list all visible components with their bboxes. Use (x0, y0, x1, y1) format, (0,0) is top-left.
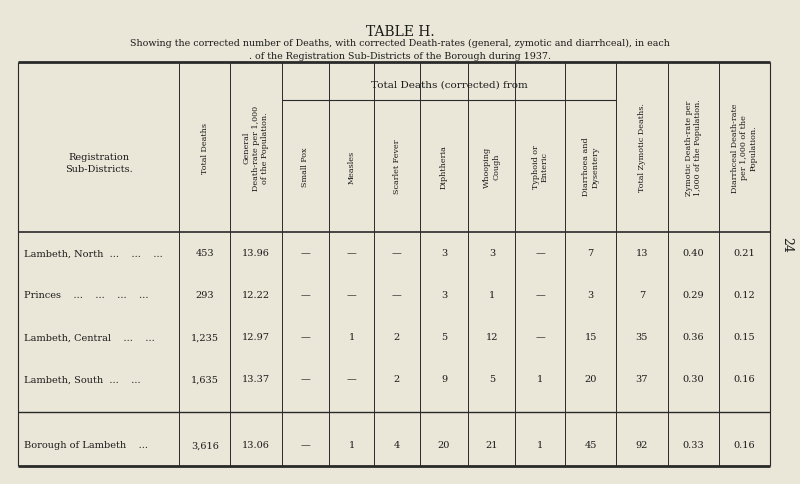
Text: 0.30: 0.30 (682, 375, 704, 384)
Text: 2: 2 (394, 375, 400, 384)
Text: 4: 4 (394, 440, 400, 450)
Text: 0.16: 0.16 (734, 440, 755, 450)
Text: 21: 21 (486, 440, 498, 450)
Text: . of the Registration Sub-Districts of the Borough during 1937.: . of the Registration Sub-Districts of t… (249, 52, 551, 61)
Text: 1: 1 (348, 333, 354, 342)
Text: 7: 7 (587, 249, 594, 258)
Text: 3: 3 (489, 249, 495, 258)
Text: —: — (300, 375, 310, 384)
Text: 0.33: 0.33 (682, 440, 704, 450)
Text: Borough of Lambeth    ...: Borough of Lambeth ... (24, 440, 148, 450)
Text: Registration: Registration (68, 153, 129, 162)
Text: 0.21: 0.21 (734, 249, 755, 258)
Text: Sub-Districts.: Sub-Districts. (65, 165, 133, 174)
Text: 13.96: 13.96 (242, 249, 270, 258)
Text: 1: 1 (489, 291, 495, 300)
Text: Diarrhoea and
Dysentery: Diarrhoea and Dysentery (582, 137, 599, 196)
Text: 0.40: 0.40 (682, 249, 704, 258)
Text: 2: 2 (394, 333, 400, 342)
Text: Measles: Measles (347, 150, 355, 183)
Text: 0.29: 0.29 (682, 291, 704, 300)
Text: 12.22: 12.22 (242, 291, 270, 300)
Text: 37: 37 (636, 375, 648, 384)
Text: 12: 12 (486, 333, 498, 342)
Text: 12.97: 12.97 (242, 333, 270, 342)
Text: 20: 20 (585, 375, 597, 384)
Text: 9: 9 (441, 375, 447, 384)
Text: 13.06: 13.06 (242, 440, 270, 450)
Text: Zymotic Death-rate per
1,000 of the Population.: Zymotic Death-rate per 1,000 of the Popu… (685, 99, 702, 196)
Text: 20: 20 (438, 440, 450, 450)
Text: Total Deaths (corrected) from: Total Deaths (corrected) from (370, 81, 527, 90)
Text: —: — (300, 333, 310, 342)
Text: 3: 3 (441, 291, 447, 300)
Text: 0.15: 0.15 (734, 333, 755, 342)
Text: Typhoid or
Enteric: Typhoid or Enteric (532, 145, 549, 189)
Text: 3,616: 3,616 (191, 440, 218, 450)
Text: Total Deaths: Total Deaths (201, 122, 209, 173)
Text: Total Zymotic Deaths.: Total Zymotic Deaths. (638, 104, 646, 192)
Text: Diphtheria: Diphtheria (440, 145, 448, 189)
Text: Showing the corrected number of Deaths, with corrected Death-rates (general, zym: Showing the corrected number of Deaths, … (130, 39, 670, 48)
Text: 1: 1 (348, 440, 354, 450)
Text: 1: 1 (537, 440, 543, 450)
Text: 24: 24 (781, 237, 794, 253)
Text: —: — (535, 249, 545, 258)
Text: 35: 35 (636, 333, 648, 342)
Text: Diarrhceal Death-rate
per 1,000 of the
Population.: Diarrhceal Death-rate per 1,000 of the P… (731, 103, 758, 192)
Text: 1,635: 1,635 (191, 375, 218, 384)
Text: 92: 92 (636, 440, 648, 450)
Text: 15: 15 (585, 333, 597, 342)
Text: —: — (346, 249, 356, 258)
Text: Princes    ...    ...    ...    ...: Princes ... ... ... ... (24, 291, 149, 300)
Text: Lambeth, Central    ...    ...: Lambeth, Central ... ... (24, 333, 154, 342)
Text: —: — (535, 333, 545, 342)
Text: —: — (300, 291, 310, 300)
Text: 453: 453 (195, 249, 214, 258)
Text: 0.36: 0.36 (682, 333, 704, 342)
Text: 1,235: 1,235 (190, 333, 218, 342)
Text: —: — (392, 249, 402, 258)
Text: 3: 3 (441, 249, 447, 258)
Text: 5: 5 (441, 333, 447, 342)
Text: General
Death-rate per 1,000
of the Population.: General Death-rate per 1,000 of the Popu… (242, 105, 269, 190)
Text: 293: 293 (195, 291, 214, 300)
Text: —: — (346, 375, 356, 384)
Text: 7: 7 (638, 291, 645, 300)
Text: 0.16: 0.16 (734, 375, 755, 384)
Text: Whooping
Cough: Whooping Cough (483, 146, 501, 187)
Text: 45: 45 (585, 440, 597, 450)
Text: —: — (392, 291, 402, 300)
Text: 5: 5 (489, 375, 495, 384)
Text: —: — (300, 440, 310, 450)
Text: TABLE H.: TABLE H. (366, 25, 434, 39)
Text: Lambeth, North  ...    ...    ...: Lambeth, North ... ... ... (24, 249, 162, 258)
Text: Scarlet Fever: Scarlet Fever (393, 139, 401, 194)
Text: —: — (346, 291, 356, 300)
Text: 0.12: 0.12 (734, 291, 755, 300)
Text: Lambeth, South  ...    ...: Lambeth, South ... ... (24, 375, 141, 384)
Text: 3: 3 (587, 291, 594, 300)
Text: Small Pox: Small Pox (301, 147, 309, 186)
Text: —: — (300, 249, 310, 258)
Text: 13: 13 (636, 249, 648, 258)
Text: 1: 1 (537, 375, 543, 384)
Text: 13.37: 13.37 (242, 375, 270, 384)
Text: —: — (535, 291, 545, 300)
